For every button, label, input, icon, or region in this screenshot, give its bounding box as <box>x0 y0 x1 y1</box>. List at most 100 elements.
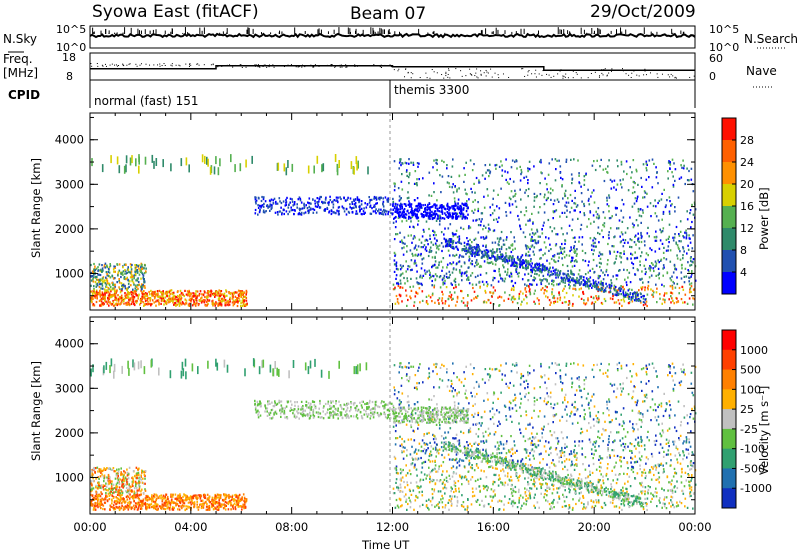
scatter-cell <box>686 210 688 213</box>
scatter-cell <box>563 250 566 253</box>
scatter-cell <box>104 296 106 299</box>
scatter-cell <box>398 167 400 170</box>
scatter-cell <box>510 272 513 275</box>
scatter-cell <box>605 290 607 293</box>
scatter-cell <box>461 279 463 282</box>
scatter-cell <box>615 274 618 277</box>
scatter-cell <box>188 304 191 307</box>
scatter-cell <box>144 264 146 267</box>
scatter-cell <box>524 287 527 290</box>
scatter-cell <box>620 293 622 296</box>
scatter-cell <box>472 200 474 203</box>
nave-dot <box>217 66 219 68</box>
scatter-cell <box>633 257 636 260</box>
scatter-cell <box>675 225 678 229</box>
scatter-cell <box>128 280 131 283</box>
scatter-cell <box>690 178 693 181</box>
nave-dot <box>197 63 199 65</box>
scatter-cell <box>530 265 533 268</box>
scatter-cell <box>419 202 422 205</box>
nave-dot <box>283 66 285 68</box>
scatter-cell <box>587 299 589 302</box>
scatter-cell <box>368 196 370 199</box>
scatter-cell <box>494 241 497 244</box>
scatter-cell <box>298 212 301 215</box>
scatter-cell <box>655 274 657 277</box>
scatter-cell <box>458 187 460 190</box>
scatter-cell <box>614 206 617 209</box>
scatter-cell <box>584 283 587 286</box>
scatter-cell <box>193 292 195 295</box>
scatter-cell <box>373 204 376 207</box>
scatter-cell <box>407 209 409 212</box>
scatter-cell <box>661 192 663 195</box>
nave-dot <box>528 70 530 72</box>
scatter-cell <box>498 257 501 260</box>
scatter-cell <box>416 208 418 211</box>
scatter-cell <box>646 304 648 308</box>
scatter-cell <box>194 304 197 307</box>
scatter-cell <box>437 299 439 302</box>
nave-dot <box>485 75 487 77</box>
scatter-cell <box>533 292 536 295</box>
scatter-cell <box>434 279 437 282</box>
scatter-cell <box>588 218 590 221</box>
scatter-cell <box>649 269 652 272</box>
scatter-cell <box>519 263 522 266</box>
scatter-cell <box>142 276 144 279</box>
scatter-cell <box>144 270 147 273</box>
scatter-cell <box>434 205 437 208</box>
scatter-cell <box>459 204 461 208</box>
scatter-cell <box>435 234 437 237</box>
scatter-cell <box>143 272 146 275</box>
scatter-cell <box>616 289 619 292</box>
scatter-cell <box>557 269 559 272</box>
scatter-cell <box>453 247 455 250</box>
scatter-cell <box>638 289 640 292</box>
scatter-cell <box>328 211 330 214</box>
nave-dot <box>345 66 347 68</box>
scatter-cell <box>196 296 198 299</box>
scatter-cell <box>580 282 582 285</box>
scatter-cell <box>132 292 135 295</box>
scatter-cell <box>417 202 420 205</box>
scatter-cell <box>574 240 576 243</box>
scatter-cell <box>312 207 314 211</box>
scatter-cell <box>116 156 119 165</box>
scatter-cell <box>309 208 311 211</box>
scatter-cell <box>217 298 220 301</box>
scatter-cell <box>538 249 541 252</box>
scatter-cell <box>398 199 401 202</box>
scatter-cell <box>503 243 506 246</box>
scatter-cell <box>91 270 94 273</box>
nave-dot <box>373 64 375 66</box>
scatter-cell <box>471 249 474 252</box>
scatter-cell <box>601 288 603 291</box>
scatter-cell <box>663 301 666 304</box>
scatter-cell <box>510 258 513 261</box>
scatter-cell <box>219 299 221 302</box>
scatter-cell <box>504 256 506 259</box>
scatter-cell <box>559 298 561 302</box>
scatter-cell <box>562 263 564 267</box>
scatter-cell <box>467 207 469 210</box>
scatter-cell <box>456 300 458 303</box>
scatter-cell <box>114 295 116 298</box>
scatter-cell <box>120 296 123 300</box>
scatter-cell <box>543 289 546 292</box>
scatter-cell <box>157 300 160 303</box>
nave-dot <box>426 77 428 79</box>
scatter-cell <box>426 208 429 211</box>
scatter-cell <box>478 181 481 184</box>
scatter-cell <box>465 248 467 251</box>
scatter-cell <box>114 298 116 301</box>
scatter-cell <box>455 204 457 207</box>
scatter-cell <box>640 286 642 289</box>
scatter-cell <box>392 204 394 207</box>
scatter-cell <box>461 255 463 258</box>
scatter-cell <box>95 289 98 292</box>
scatter-cell <box>456 217 458 220</box>
scatter-cell <box>522 266 524 269</box>
scatter-cell <box>144 297 146 301</box>
scatter-cell <box>607 274 609 277</box>
